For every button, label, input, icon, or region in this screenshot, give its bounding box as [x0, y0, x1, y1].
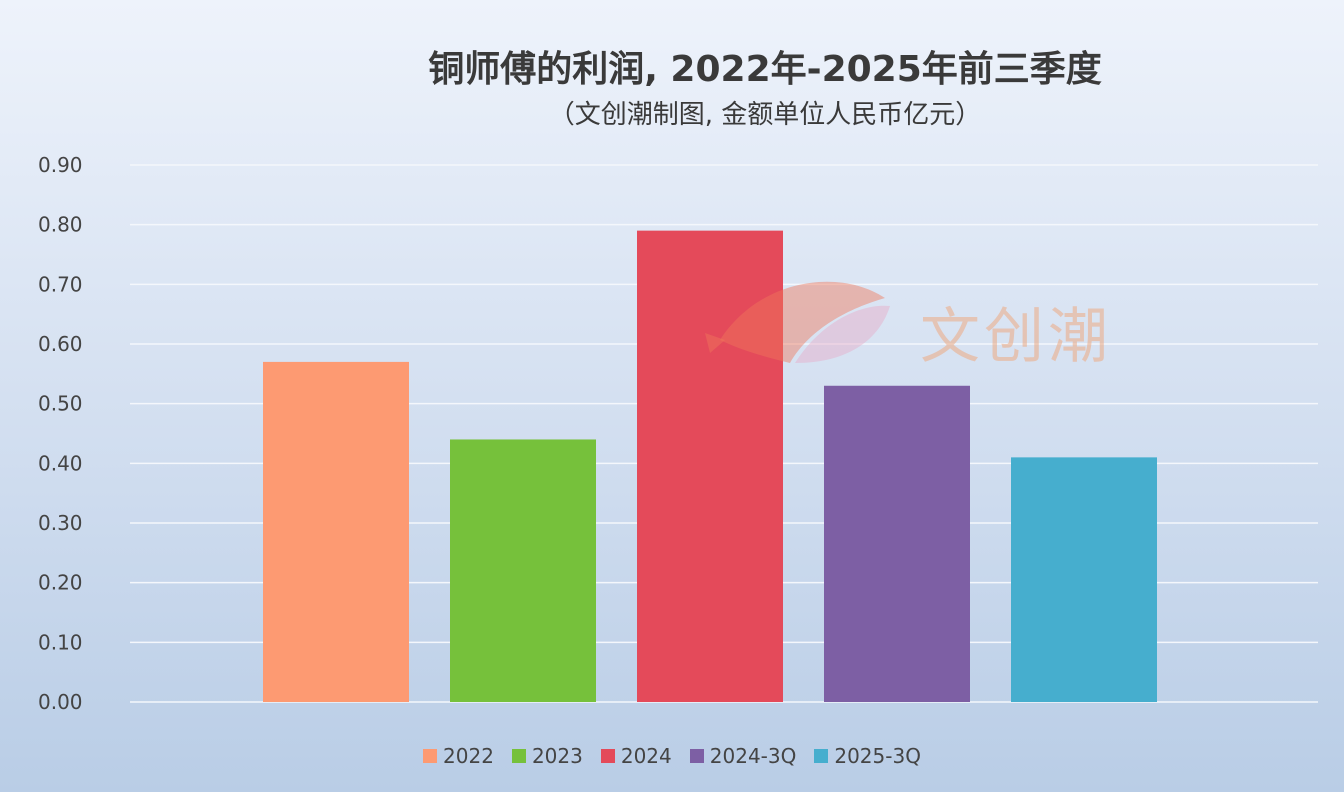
- legend-label: 2024: [620, 744, 672, 768]
- bar-2024-3Q: [824, 385, 970, 702]
- fish-logo-icon: [705, 281, 890, 363]
- y-tick-label: 0.00: [38, 690, 83, 714]
- y-tick-label: 0.50: [38, 392, 83, 416]
- y-tick-label: 0.20: [38, 571, 83, 595]
- bar-2023: [450, 439, 596, 702]
- legend-item: 2023: [511, 744, 583, 768]
- legend-swatch: [600, 749, 615, 763]
- legend-swatch: [814, 749, 829, 763]
- bar-2025-3Q: [1011, 457, 1157, 702]
- legend-swatch: [689, 749, 704, 763]
- watermark-text: 文创潮: [920, 302, 1112, 372]
- chart-subtitle: （文创潮制图, 金额单位人民币亿元）: [548, 100, 982, 130]
- legend-item: 2025-3Q: [814, 744, 921, 768]
- y-tick-label: 0.30: [38, 511, 83, 535]
- y-tick-label: 0.40: [38, 451, 83, 475]
- legend-item: 2024-3Q: [689, 744, 797, 768]
- watermark: 文创潮: [700, 268, 1140, 378]
- legend-label: 2025-3Q: [834, 744, 921, 768]
- legend-item: 2022: [423, 744, 494, 768]
- legend-label: 2022: [443, 744, 494, 768]
- y-tick-label: 0.90: [38, 153, 83, 177]
- legend-swatch: [423, 749, 438, 763]
- bar-2024: [637, 230, 783, 702]
- legend-label: 2023: [531, 744, 583, 768]
- y-tick-label: 0.10: [38, 630, 83, 654]
- y-tick-label: 0.80: [38, 213, 83, 237]
- legend-item: 2024: [600, 744, 672, 768]
- chart-title: 铜师傅的利润, 2022年-2025年前三季度: [428, 49, 1102, 90]
- legend: 2022 2023 2024 2024-3Q 2025-3Q: [0, 744, 1344, 768]
- y-tick-label: 0.60: [38, 332, 83, 356]
- bar-2022: [263, 361, 409, 702]
- legend-swatch: [511, 749, 526, 763]
- y-tick-label: 0.70: [38, 272, 83, 296]
- legend-label: 2024-3Q: [709, 744, 797, 768]
